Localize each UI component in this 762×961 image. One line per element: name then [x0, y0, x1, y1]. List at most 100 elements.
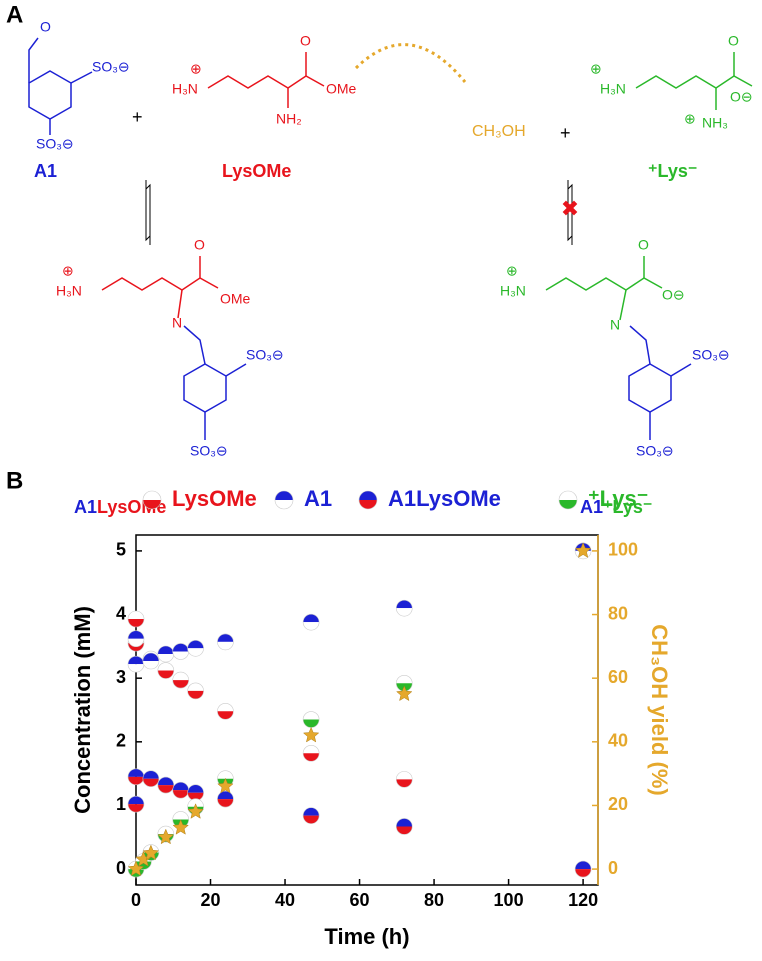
- half-bottom: [142, 778, 159, 787]
- half-top: [172, 782, 189, 791]
- half-bottom: [187, 690, 204, 699]
- half-top: [575, 861, 592, 870]
- point: [172, 643, 190, 660]
- half-bottom: [359, 500, 377, 509]
- half-bottom: [303, 622, 320, 631]
- compound-label: A1: [34, 161, 57, 181]
- point: [127, 630, 145, 648]
- atom: ⊕: [684, 111, 696, 127]
- half-bottom: [172, 790, 189, 799]
- point: [395, 818, 413, 835]
- half-bottom: [172, 651, 189, 660]
- half-top: [172, 672, 189, 681]
- outline: [127, 795, 145, 813]
- y2-tick-label: 100: [608, 540, 638, 560]
- blocked-mark: ✖: [561, 196, 579, 221]
- half-bottom: [128, 619, 144, 627]
- compound-label: LysOMe: [222, 161, 291, 181]
- half-bottom: [396, 608, 413, 617]
- point: [172, 781, 190, 799]
- outline: [187, 639, 204, 657]
- point: [127, 610, 145, 628]
- half-bottom: [217, 641, 234, 650]
- outline: [395, 818, 413, 835]
- bonds: [28, 37, 753, 440]
- half-top: [396, 675, 413, 684]
- outline: [558, 490, 578, 510]
- atoms: O SO₃⊖ SO₃⊖ ⊕ H₃N O OMe NH₂ ⊕ H₃N O O⊖ ⊕…: [36, 19, 753, 459]
- outline: [395, 771, 413, 788]
- x-tick-label: 120: [568, 890, 598, 910]
- label-part: ⁺Lys⁻: [603, 497, 652, 517]
- half-top: [143, 491, 161, 500]
- star-point: [302, 726, 320, 743]
- y-tick-label: 4: [116, 603, 126, 623]
- point: [172, 671, 190, 689]
- atom: NH₂: [276, 111, 302, 127]
- compound-label: CH₃OH: [472, 123, 526, 140]
- half-top: [303, 614, 320, 623]
- atom: H₃N: [600, 81, 626, 97]
- half-bottom: [303, 719, 320, 728]
- half-top: [187, 798, 204, 807]
- half-top: [396, 600, 413, 609]
- outline: [574, 860, 592, 878]
- atom: ⊕: [590, 61, 602, 77]
- half-bottom: [128, 776, 144, 785]
- x-axis-label: Time (h): [324, 924, 409, 949]
- atom: OMe: [220, 291, 251, 307]
- outline: [142, 770, 160, 788]
- half-bottom: [128, 664, 144, 673]
- point: [302, 744, 320, 762]
- point: [157, 645, 175, 663]
- legend-label: A1LysOMe: [388, 486, 501, 511]
- half-top: [157, 662, 174, 671]
- y2-axis-label: CH₃OH yield (%): [647, 624, 672, 796]
- legend-swatch: [142, 490, 162, 510]
- half-bottom: [559, 500, 577, 509]
- outline: [157, 776, 175, 794]
- outline: [157, 825, 175, 843]
- x-tick-label: 0: [131, 890, 141, 910]
- legend-swatch: [558, 490, 578, 510]
- point: [187, 682, 204, 700]
- atom: ⊕: [190, 61, 202, 77]
- legend-swatch: [274, 490, 294, 510]
- atom: O: [638, 237, 649, 253]
- y-tick-label: 3: [116, 667, 126, 687]
- half-bottom: [128, 638, 144, 647]
- point: [395, 599, 413, 617]
- outline: [302, 807, 320, 824]
- half-top: [187, 682, 204, 691]
- outline: [127, 610, 145, 628]
- atom: O: [40, 19, 51, 35]
- half-top: [396, 818, 413, 827]
- point: [187, 639, 204, 657]
- outline: [157, 662, 175, 679]
- label-part: A1: [74, 497, 97, 517]
- point: [142, 652, 160, 670]
- y-tick-label: 0: [116, 858, 126, 878]
- y2-tick-label: 40: [608, 731, 628, 751]
- half-top: [217, 770, 234, 779]
- outline: [142, 490, 162, 510]
- plot-frame: [135, 534, 599, 886]
- atom: O⊖: [662, 287, 685, 303]
- half-bottom: [157, 670, 174, 679]
- atom: N: [172, 315, 182, 331]
- atom: OMe: [326, 81, 357, 97]
- atom: SO₃⊖: [36, 136, 74, 152]
- half-top: [157, 777, 174, 786]
- compound-label: ⁺Lys⁻: [648, 161, 697, 181]
- half-top: [217, 633, 234, 642]
- atom: O⊖: [730, 89, 753, 105]
- half-bottom: [396, 779, 413, 788]
- label-part: A1: [580, 497, 603, 517]
- half-top: [128, 630, 144, 639]
- outline: [187, 682, 204, 700]
- outline: [127, 630, 145, 648]
- star-point: [217, 777, 234, 794]
- y2-tick-label: 0: [608, 858, 618, 878]
- y-tick-label: 5: [116, 540, 126, 560]
- half-bottom: [217, 799, 234, 808]
